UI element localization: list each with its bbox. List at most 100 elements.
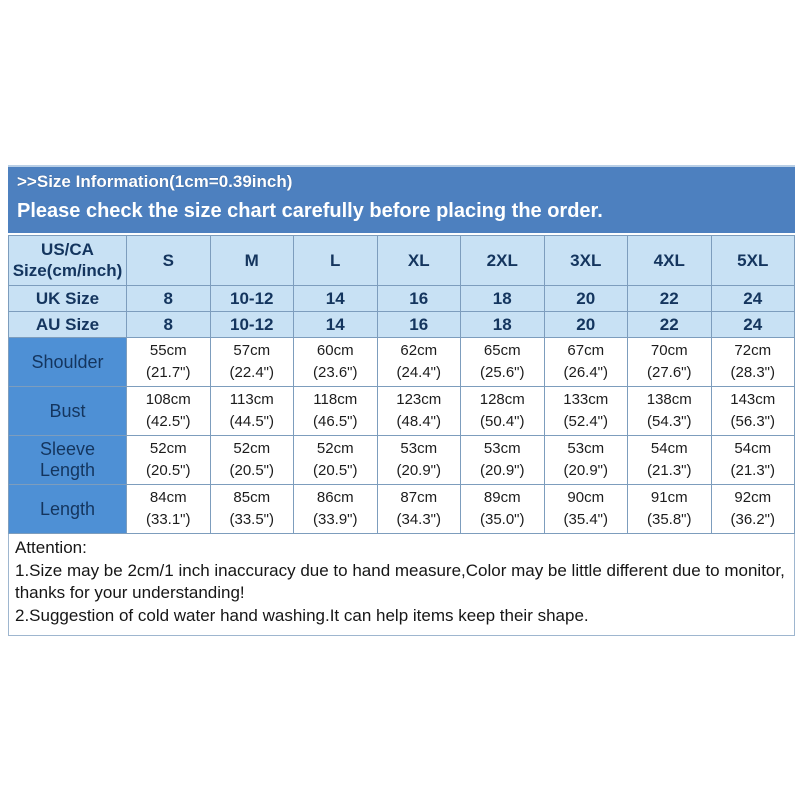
- measurement-inch: (28.3"): [730, 364, 775, 382]
- size-value-cell: 8: [126, 311, 211, 339]
- measurement-cell: 86cm (33.9"): [293, 484, 378, 535]
- measurement-cell: 123cm (48.4"): [376, 386, 461, 437]
- header-size-4xl: 4XL: [627, 235, 712, 287]
- measurement-inch: (21.3"): [646, 462, 692, 480]
- measurement-cell: 108cm (42.5"): [126, 386, 211, 437]
- measurement-cm: 52cm: [316, 439, 354, 457]
- measurement-inch: (34.3"): [396, 511, 441, 529]
- measurement-cm: 62cm: [400, 341, 438, 359]
- measurement-cell: 57cm (22.4"): [209, 337, 294, 388]
- size-value-cell: 18: [460, 311, 545, 339]
- size-table-header-row: US/CA Size(cm/inch) S M L XL 2XL 3XL 4XL 5XL: [8, 235, 795, 287]
- measurement-cell: 91cm (35.8"): [627, 484, 712, 535]
- measurement-cell: 65cm (25.6"): [460, 337, 545, 388]
- header-size-m: M: [209, 235, 294, 287]
- measurement-cell: 138cm (54.3"): [627, 386, 712, 437]
- measurement-inch: (22.4"): [229, 364, 274, 382]
- measurement-cm: 53cm: [483, 439, 521, 457]
- measurement-cm: 118cm: [313, 390, 358, 408]
- measurement-cell: 52cm (20.5"): [209, 435, 294, 486]
- measurement-cell: 54cm (21.3"): [710, 435, 795, 486]
- size-value-cell: 20: [543, 311, 628, 339]
- row-label: Sleeve Length: [8, 435, 127, 486]
- table-row: Bust 108cm (42.5") 113cm (44.5") 118cm (46.5")…: [8, 386, 795, 437]
- attention-note-1: 1.Size may be 2cm/1 inch inaccuracy due …: [15, 560, 785, 603]
- measurement-cell: 72cm (28.3"): [710, 337, 795, 388]
- table-row: AU Size 8 10-12 14 16 18 20 22 24: [8, 311, 795, 339]
- size-value-cell: 22: [627, 285, 712, 313]
- measurement-cm: 57cm: [233, 341, 271, 359]
- row-label: Length: [8, 484, 127, 535]
- measurement-inch: (20.9"): [479, 462, 525, 480]
- attention-box: Attention: 1.Size may be 2cm/1 inch inac…: [8, 534, 795, 636]
- row-label: Bust: [8, 386, 127, 437]
- size-chart-table: US/CA Size(cm/inch) S M L XL 2XL 3XL 4XL 5XL UK …: [8, 235, 795, 535]
- measurement-inch: (33.1"): [145, 511, 191, 529]
- measurement-cm: 65cm: [483, 341, 521, 359]
- measurement-cm: 52cm: [233, 439, 271, 457]
- measurement-cm: 89cm: [483, 488, 521, 506]
- measurement-inch: (20.5"): [145, 462, 191, 480]
- measurement-inch: (20.9"): [396, 462, 441, 480]
- measurement-cm: 113cm: [229, 390, 274, 408]
- measurement-cm: 54cm: [650, 439, 688, 457]
- attention-note-2: 2.Suggestion of cold water hand washing.…: [15, 606, 589, 626]
- measurement-cell: 87cm (34.3"): [376, 484, 461, 535]
- measurement-inch: (21.7"): [145, 364, 191, 382]
- measurement-cell: 53cm (20.9"): [543, 435, 628, 486]
- attention-heading: Attention:: [15, 538, 87, 558]
- measurement-cm: 55cm: [149, 341, 187, 359]
- measurement-inch: (21.3"): [730, 462, 775, 480]
- header-us-ca-size: US/CA Size(cm/inch): [8, 235, 127, 287]
- banner: >>Size Information(1cm=0.39inch) Please …: [8, 165, 795, 234]
- measurement-cell: 70cm (27.6"): [627, 337, 712, 388]
- measurement-cm: 143cm: [730, 390, 776, 408]
- row-label: Shoulder: [8, 337, 127, 388]
- measurement-cell: 133cm (52.4"): [543, 386, 628, 437]
- measurement-cm: 52cm: [149, 439, 187, 457]
- measurement-cell: 118cm (46.5"): [293, 386, 378, 437]
- measurement-cell: 53cm (20.9"): [376, 435, 461, 486]
- measurement-inch: (25.6"): [479, 364, 525, 382]
- header-size-l: L: [293, 235, 378, 287]
- size-value-cell: 14: [293, 311, 378, 339]
- measurement-inch: (50.4"): [479, 413, 525, 431]
- size-value-cell: 10-12: [209, 285, 294, 313]
- measurement-cm: 128cm: [479, 390, 525, 408]
- size-value-cell: 14: [293, 285, 378, 313]
- measurement-inch: (35.8"): [646, 511, 692, 529]
- table-row: Sleeve Length 52cm (20.5") 52cm (20.5") 52cm (…: [8, 435, 795, 486]
- header-size-xl: XL: [376, 235, 461, 287]
- measurement-inch: (52.4"): [563, 413, 608, 431]
- measurement-cell: 62cm (24.4"): [376, 337, 461, 388]
- measurement-cell: 90cm (35.4"): [543, 484, 628, 535]
- measurement-cell: 52cm (20.5"): [293, 435, 378, 486]
- measurement-cm: 92cm: [734, 488, 772, 506]
- size-information-sheet: >>Size Information(1cm=0.39inch) Please …: [8, 165, 795, 636]
- measurement-cm: 53cm: [400, 439, 438, 457]
- measurement-cm: 133cm: [563, 390, 609, 408]
- row-label: UK Size: [8, 285, 127, 313]
- measurement-cm: 84cm: [149, 488, 187, 506]
- measurement-cm: 67cm: [567, 341, 605, 359]
- measurement-cell: 53cm (20.9"): [460, 435, 545, 486]
- measurement-inch: (33.5"): [229, 511, 274, 529]
- measurement-cm: 70cm: [650, 341, 688, 359]
- measurement-inch: (36.2"): [730, 511, 775, 529]
- size-value-cell: 16: [376, 285, 461, 313]
- size-value-cell: 10-12: [209, 311, 294, 339]
- banner-title: >>Size Information(1cm=0.39inch): [17, 172, 293, 191]
- measurement-inch: (42.5"): [145, 413, 191, 431]
- measurement-inch: (35.4"): [563, 511, 608, 529]
- measurement-cm: 87cm: [400, 488, 438, 506]
- measurement-cm: 123cm: [396, 390, 442, 408]
- measurement-inch: (33.9"): [312, 511, 358, 529]
- measurement-inch: (20.9"): [563, 462, 608, 480]
- header-size-3xl: 3XL: [543, 235, 628, 287]
- measurement-inch: (44.5"): [229, 413, 274, 431]
- measurement-cell: 60cm (23.6"): [293, 337, 378, 388]
- measurement-cm: 86cm: [316, 488, 354, 506]
- measurement-cm: 53cm: [567, 439, 605, 457]
- size-value-cell: 18: [460, 285, 545, 313]
- measurement-cell: 143cm (56.3"): [710, 386, 795, 437]
